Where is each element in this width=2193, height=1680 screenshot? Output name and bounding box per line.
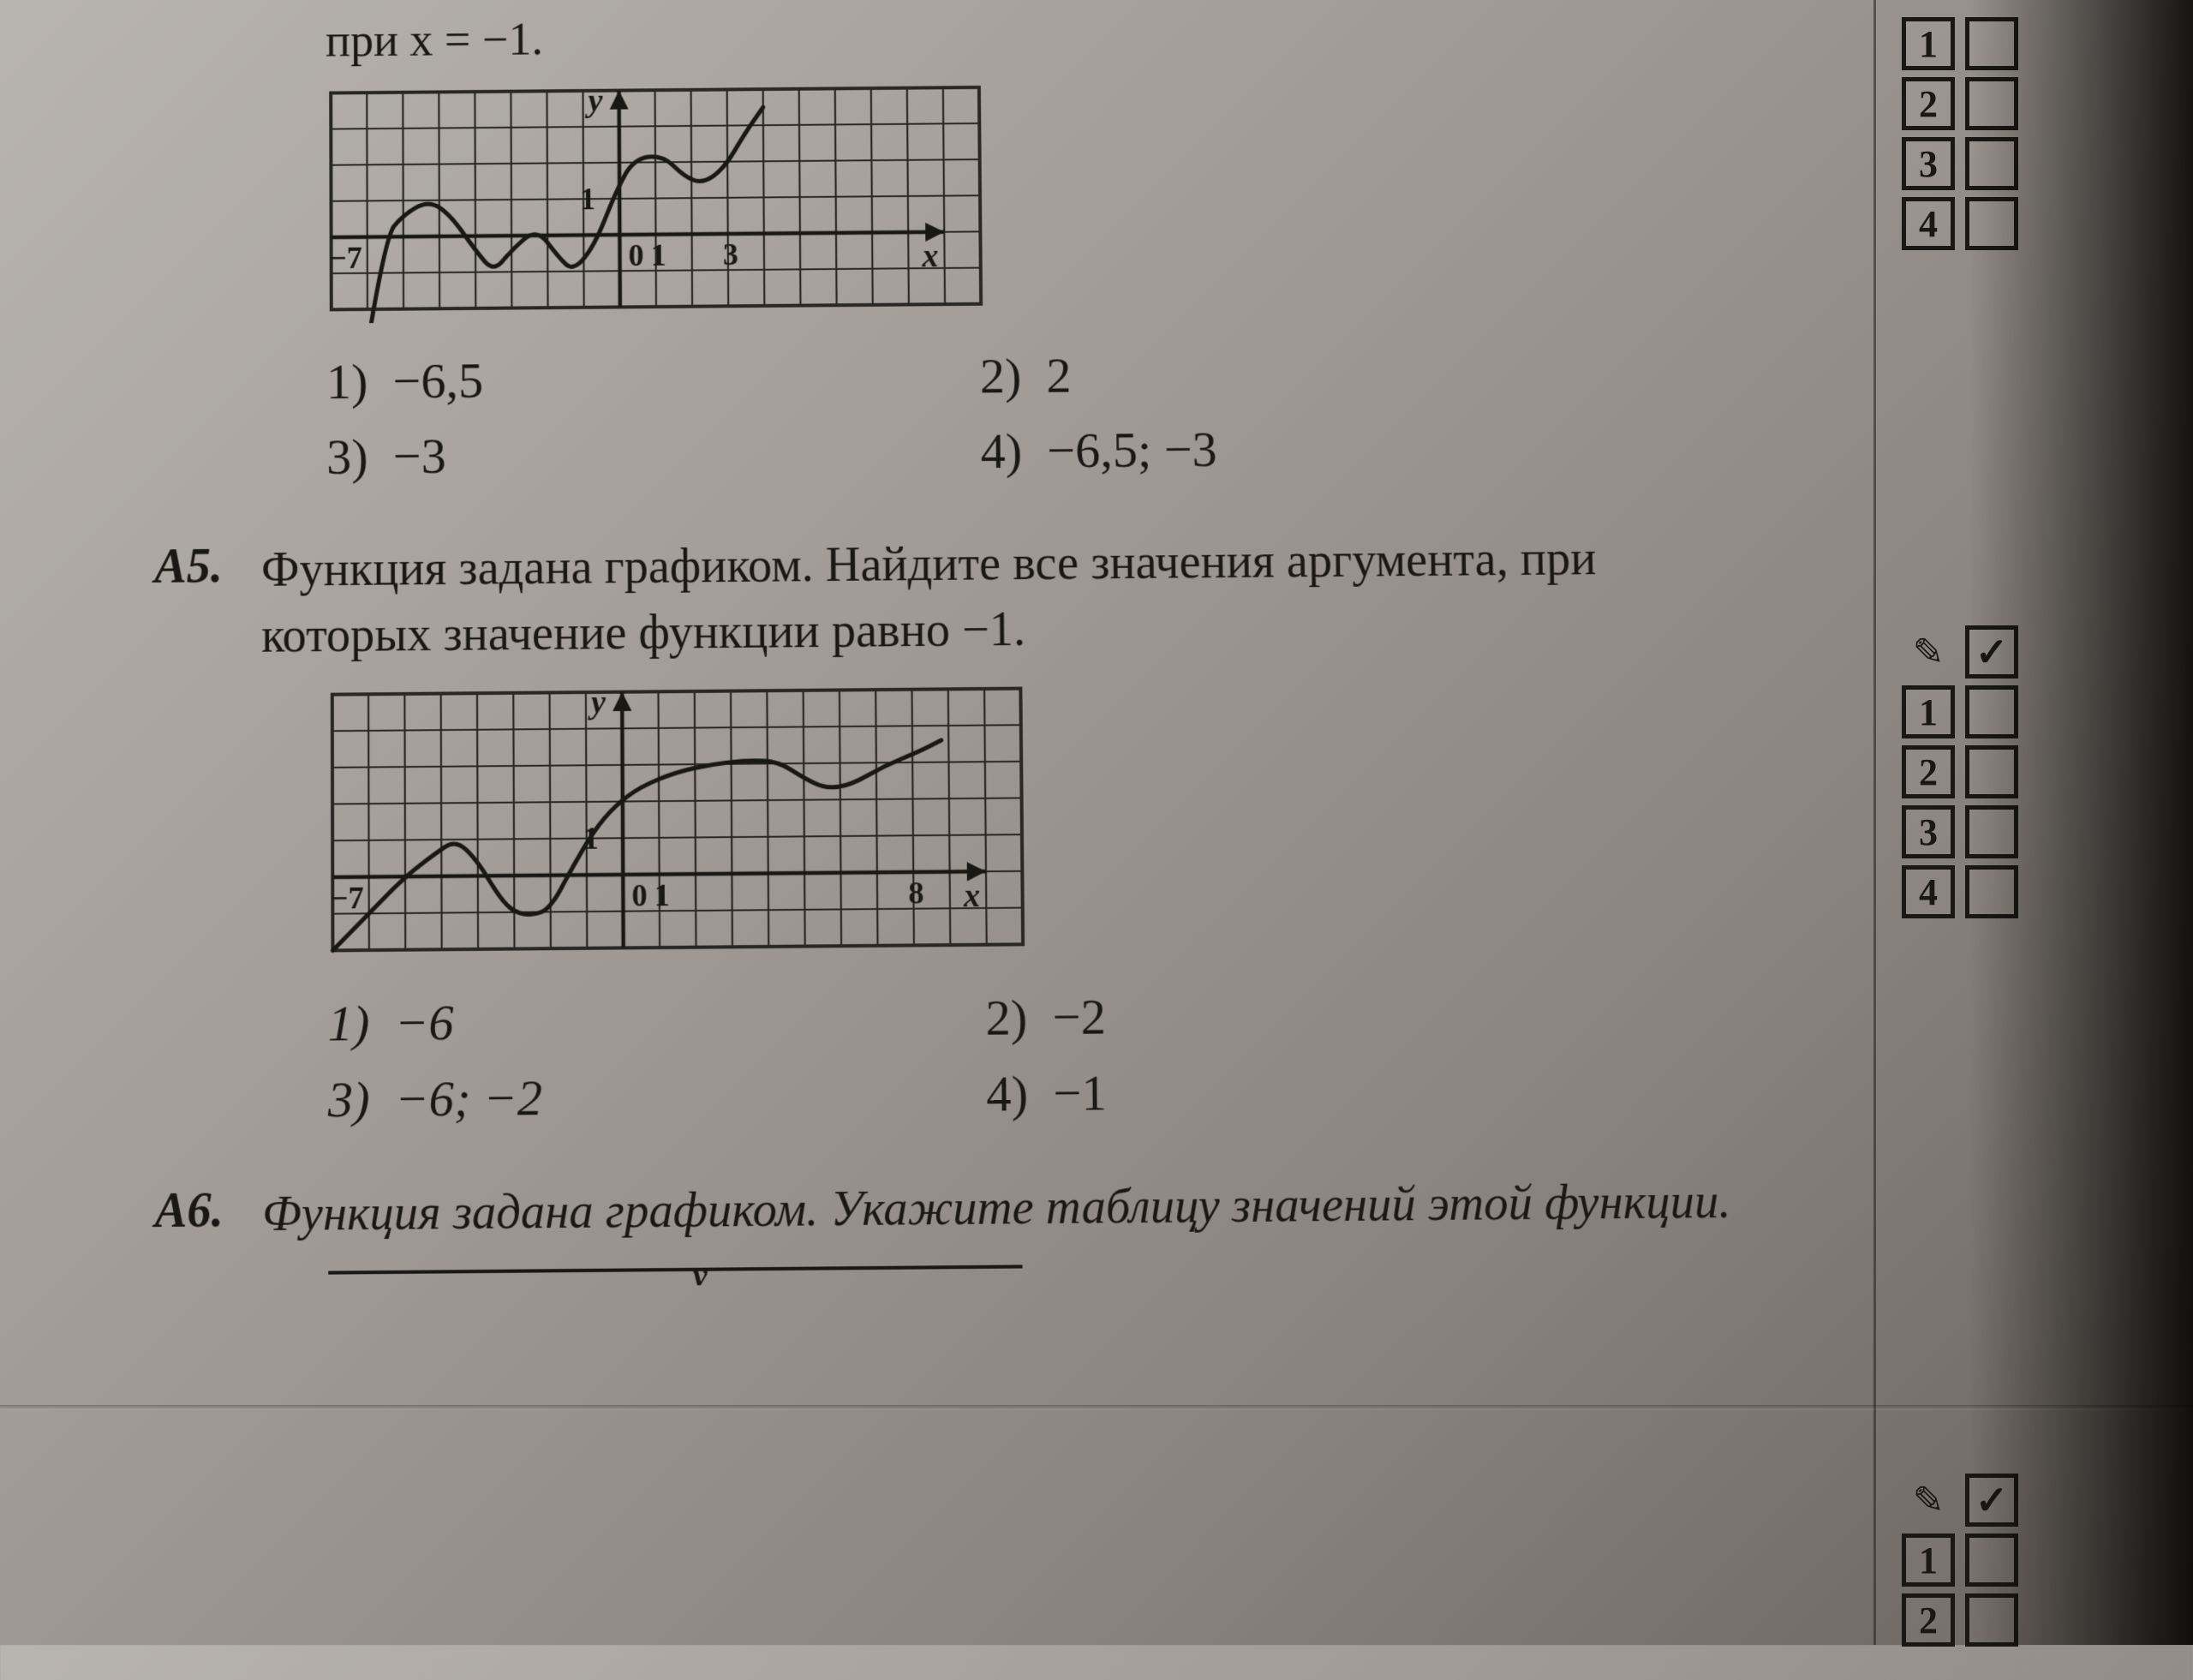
strip-num-3: 3: [1902, 805, 1955, 858]
pencil-icon: ✎: [1902, 1479, 1955, 1522]
a4-answers: 1) −6,5 2) 2 3) −3 4) −6,5; −3: [326, 331, 1825, 494]
a4-ans-1-n: 1): [326, 353, 368, 410]
strip-check-2[interactable]: [1965, 77, 2018, 130]
a6-stem: Функция задана графиком. Укажите таблицу…: [262, 1169, 1737, 1249]
a6-label: А6.: [155, 1182, 260, 1240]
a5-answer-4: 4) −1: [986, 1055, 1138, 1132]
a4-ans-3-n: 3): [326, 428, 368, 485]
a5-chart: yx−70181: [327, 676, 1833, 965]
svg-text:−7: −7: [329, 241, 362, 276]
pencil-check[interactable]: [1965, 625, 2018, 679]
strip-num-2: 2: [1902, 77, 1955, 130]
strip-num-1: 1: [1902, 685, 1955, 738]
problem-a6: А6. Функция задана графиком. Укажите таб…: [68, 1168, 1890, 1290]
strip-row-2: 2: [1902, 745, 2082, 798]
svg-text:8: 8: [908, 876, 923, 911]
svg-text:0: 0: [628, 238, 643, 272]
page-fold: [0, 1405, 2193, 1410]
a4-answer-4: 4) −6,5; −3: [980, 411, 1248, 488]
strip-row-3: 3: [1902, 805, 2082, 858]
a5-ans-2-t: −2: [1052, 989, 1106, 1046]
strip-num-4: 4: [1902, 197, 1955, 250]
strip-row-3: 3: [1902, 137, 2082, 190]
strip-row-1: 1: [1902, 1534, 2082, 1587]
a4-ans-2-n: 2): [980, 348, 1022, 404]
svg-text:x: x: [921, 238, 938, 274]
a5-label: А5.: [154, 538, 258, 595]
svg-text:0: 0: [631, 878, 647, 913]
svg-text:1: 1: [580, 182, 595, 216]
a5-ans-1-t: −6: [395, 994, 454, 1051]
strip-check-1[interactable]: [1965, 685, 2018, 738]
a5-ans-3-t: −6; −2: [395, 1069, 542, 1127]
a5-ans-4-t: −1: [1053, 1064, 1107, 1121]
strip-check-1[interactable]: [1965, 17, 2018, 70]
strip-row-4: 4: [1902, 197, 2082, 250]
pencil-icon: ✎: [1902, 631, 1955, 674]
strip-pencil-row: ✎: [1902, 625, 2082, 679]
vertical-divider: [1873, 0, 1876, 1645]
a4-stem-tail-text: при x = −1.: [326, 13, 543, 66]
strip-num-3: 3: [1902, 137, 1955, 190]
strip-row-1: 1: [1902, 17, 2082, 70]
strip-num-1: 1: [1902, 1534, 1955, 1587]
strip-check-4[interactable]: [1965, 865, 2018, 918]
a4-ans-2-t: 2: [1046, 347, 1072, 404]
a4-ans-4-n: 4): [980, 422, 1022, 479]
strip-pencil-row: ✎: [1902, 1474, 2082, 1527]
strip-check-1[interactable]: [1965, 1534, 2018, 1587]
strip-check-3[interactable]: [1965, 805, 2018, 858]
a5-answer-3: 3) −6; −2: [328, 1055, 987, 1138]
a5-ans-4-n: 4): [986, 1065, 1028, 1122]
svg-text:x: x: [963, 878, 981, 915]
a5-ans-3-n: 3): [328, 1071, 370, 1128]
a6-chart-svg: y: [328, 1264, 1023, 1288]
a4-ans-4-t: −6,5; −3: [1047, 421, 1217, 478]
a5-ans-2-n: 2): [985, 989, 1027, 1046]
a4-answer-1: 1) −6,5: [326, 338, 980, 419]
strip-row-2: 2: [1902, 77, 2082, 130]
strip-row-4: 4: [1902, 865, 2082, 918]
page: при x = −1. yx−70131 1) −6,5 2) 2 3) −3 …: [68, 0, 1897, 1680]
strip-row-2: 2: [1902, 1593, 2082, 1647]
problem-a5: А5. Функция задана графиком. Найдите все…: [68, 524, 1887, 1140]
strip-check-4[interactable]: [1965, 197, 2018, 250]
a4-ans-3-t: −3: [393, 427, 446, 484]
answer-strip-a5: ✎ 1 2 3 4: [1902, 625, 2082, 925]
answer-strip-a4: 1 2 3 4: [1902, 17, 2082, 257]
svg-text:1: 1: [654, 878, 670, 913]
pencil-check[interactable]: [1965, 1474, 2018, 1527]
strip-num-1: 1: [1902, 17, 1955, 70]
answer-strip-a6: ✎ 1 2: [1902, 1474, 2082, 1653]
svg-text:1: 1: [651, 238, 666, 272]
strip-check-2[interactable]: [1965, 745, 2018, 798]
a5-stem: Функция задана графиком. Найдите все зна…: [261, 525, 1728, 669]
a5-answer-2: 2) −2: [985, 978, 1138, 1055]
strip-check-2[interactable]: [1965, 1593, 2018, 1647]
strip-row-1: 1: [1902, 685, 2082, 738]
strip-num-4: 4: [1902, 865, 1955, 918]
strip-check-3[interactable]: [1965, 137, 2018, 190]
problem-a4: при x = −1. y x −7 01 3 1 1) −6,5 2) 2 3) −3 …: [69, 1, 1876, 497]
a4-chart-svg: y x −7 01 3 1: [326, 82, 1012, 324]
a4-stem-tail: при x = −1.: [326, 1, 1817, 67]
svg-text:y: y: [690, 1264, 708, 1288]
a5-chart-svg: yx−70181: [327, 683, 1055, 965]
a6-chart-top: y: [328, 1258, 1838, 1288]
svg-text:−7: −7: [331, 881, 364, 916]
a4-ans-1-t: −6,5: [392, 352, 483, 409]
svg-text:y: y: [584, 83, 602, 119]
strip-num-2: 2: [1902, 1593, 1955, 1647]
strip-num-2: 2: [1902, 745, 1955, 798]
a5-ans-1-n: 1): [328, 995, 370, 1052]
a4-answer-2: 2) 2: [979, 336, 1247, 413]
svg-text:3: 3: [723, 237, 738, 272]
svg-text:y: y: [588, 685, 606, 721]
a4-chart: y x −7 01 3 1: [326, 75, 1821, 323]
a5-answers: 1) −6 2) −2 3) −6; −2 4) −1: [327, 972, 1835, 1138]
a5-answer-1: 1) −6: [327, 980, 985, 1062]
a4-answer-3: 3) −3: [326, 414, 981, 494]
